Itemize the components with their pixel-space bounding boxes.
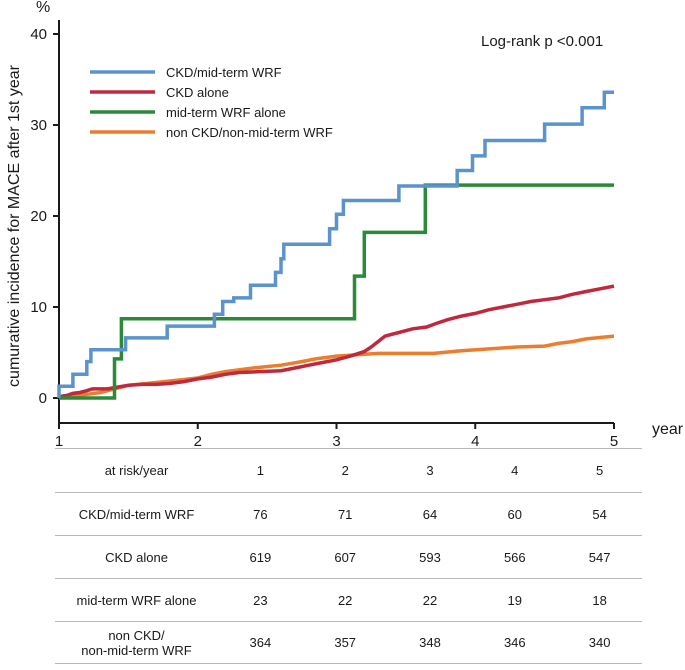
- risk-row-label: CKD alone: [55, 535, 218, 579]
- risk-cell: 5: [557, 448, 642, 493]
- km-chart: 0 10 20 30 40 1 2 3 4 5 % year cumurative incide…: [6, 0, 684, 448]
- x-axis-title: year: [652, 421, 684, 438]
- legend-label: non CKD/non-mid-term WRF: [166, 125, 333, 140]
- risk-cell: 22: [387, 578, 473, 622]
- x-tick-label: 3: [332, 433, 340, 448]
- risk-cell: 547: [557, 535, 642, 579]
- risk-row-label-line: at risk/year: [104, 463, 169, 478]
- x-ticks: 1 2 3 4 5: [55, 423, 618, 448]
- risk-cell: 593: [387, 535, 473, 579]
- risk-cell: 19: [472, 578, 558, 622]
- risk-cell: 364: [218, 621, 303, 664]
- risk-row-label-line: non CKD/: [108, 627, 165, 643]
- legend-label: CKD/mid-term WRF: [166, 65, 282, 80]
- legend: CKD/mid-term WRF CKD alone mid-term WRF al…: [90, 65, 333, 140]
- risk-cell: 3: [387, 448, 473, 493]
- risk-row-label-line: mid-term WRF alone: [76, 592, 197, 608]
- risk-row-label: CKD/mid-term WRF: [55, 492, 218, 536]
- y-tick-label: 10: [30, 299, 47, 316]
- series-group: [57, 90, 615, 400]
- risk-cell: 60: [472, 492, 558, 536]
- risk-cell: 346: [472, 621, 558, 664]
- risk-cell: 23: [218, 578, 303, 622]
- risk-row-label-line: CKD/mid-term WRF: [78, 506, 195, 522]
- x-tick-label: 1: [55, 433, 63, 448]
- at-risk-table: at risk/year 1 2 3 4 5 CKD/mid-term WRF 76 71 64 6…: [55, 448, 642, 664]
- risk-cell: 2: [302, 448, 388, 493]
- risk-cell: 607: [302, 535, 388, 579]
- legend-label: CKD alone: [166, 85, 229, 100]
- risk-row: non CKD/non-mid-term WRF 364 357 348 346 340: [55, 621, 642, 664]
- risk-row: CKD/mid-term WRF 76 71 64 60 54: [55, 492, 642, 536]
- risk-row-label-line: CKD alone: [105, 549, 168, 565]
- risk-row-label-line: non-mid-term WRF: [81, 642, 192, 658]
- y-unit-label: %: [36, 0, 50, 16]
- x-tick-label: 5: [610, 433, 618, 448]
- risk-row-label: non CKD/non-mid-term WRF: [55, 621, 218, 664]
- risk-row: CKD alone 619 607 593 566 547: [55, 535, 642, 579]
- risk-cell: 71: [302, 492, 388, 536]
- y-tick-label: 20: [30, 208, 47, 225]
- series-line-mid-term-wrf-alone: [59, 183, 614, 400]
- risk-row: at risk/year 1 2 3 4 5: [55, 448, 642, 493]
- risk-cell: 348: [387, 621, 473, 664]
- risk-row-label: mid-term WRF alone: [55, 578, 218, 622]
- risk-cell: 22: [302, 578, 388, 622]
- risk-cell: 1: [218, 448, 303, 493]
- series-line-ckd-mid-term-wrf: [57, 90, 614, 398]
- x-tick-label: 4: [471, 433, 479, 448]
- risk-cell: 340: [557, 621, 642, 664]
- risk-row: mid-term WRF alone 23 22 22 19 18: [55, 578, 642, 622]
- x-tick-label: 2: [194, 433, 202, 448]
- series-line-non-ckd-non-mid-term-wrf: [58, 334, 615, 400]
- y-ticks: 0 10 20 30 40: [30, 26, 59, 407]
- risk-row-label: at risk/year: [55, 448, 218, 493]
- y-axis-title: cumurative incidence for MACE after 1st …: [6, 64, 23, 387]
- y-tick-label: 40: [30, 26, 47, 43]
- risk-cell: 4: [472, 448, 558, 493]
- risk-cell: 619: [218, 535, 303, 579]
- y-tick-label: 30: [30, 117, 47, 134]
- risk-cell: 64: [387, 492, 473, 536]
- axes: 0 10 20 30 40 1 2 3 4 5 % year cumurative incide…: [6, 0, 684, 448]
- y-tick-label: 0: [39, 390, 47, 407]
- legend-label: mid-term WRF alone: [166, 105, 286, 120]
- logrank-annotation: Log-rank p <0.001: [481, 33, 603, 50]
- series-line-ckd-alone: [58, 284, 615, 400]
- risk-cell: 76: [218, 492, 303, 536]
- risk-cell: 357: [302, 621, 388, 664]
- risk-cell: 566: [472, 535, 558, 579]
- risk-cell: 18: [557, 578, 642, 622]
- risk-cell: 54: [557, 492, 642, 536]
